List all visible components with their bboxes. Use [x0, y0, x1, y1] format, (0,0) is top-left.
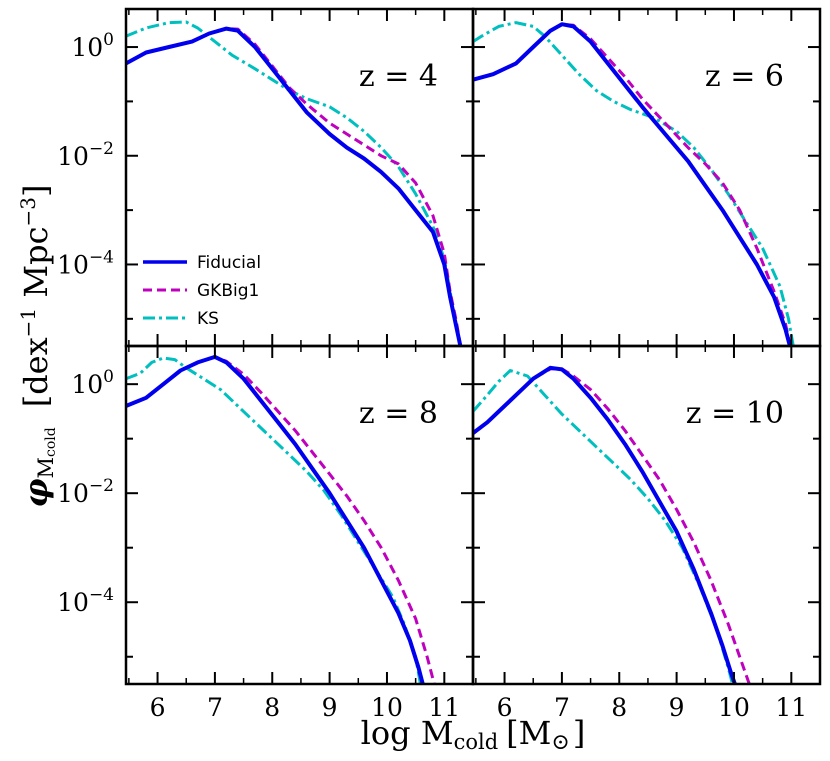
y-axis-label-exp2: −3 — [16, 197, 40, 226]
legend: Fiducial GKBig1 KS — [143, 253, 261, 329]
y-tick-label: 10−2 — [57, 476, 114, 508]
y-axis-label-exp1: −1 — [16, 308, 40, 337]
series-line-ks — [473, 21, 795, 346]
y-axis-label-sub: M — [34, 457, 58, 479]
y-axis-label-phi: φ — [17, 478, 55, 507]
y-tick-exponent: 0 — [103, 367, 114, 387]
series-group — [126, 20, 463, 346]
y-tick-exponent: −4 — [89, 247, 114, 267]
x-tick-label: 11 — [428, 693, 460, 722]
x-tick-label: 6 — [150, 693, 166, 722]
x-tick-label: 9 — [322, 693, 338, 722]
x-axis-label: log Mcold [M⊙] — [361, 714, 586, 755]
y-tick-exponent: −4 — [89, 585, 114, 605]
y-tick-base: 10 — [57, 479, 89, 508]
y-tick-base: 10 — [57, 250, 89, 279]
y-tick-exponent: −2 — [89, 139, 114, 159]
y-tick-base: 10 — [71, 33, 103, 62]
x-tick-label: 8 — [264, 693, 280, 722]
panel-label-z4: z = 4 — [359, 59, 438, 94]
panel-label-z8: z = 8 — [359, 396, 438, 431]
x-axis-label-sub: cold — [454, 730, 499, 754]
y-axis-label: φMcold [dex−1 Mpc−3] — [16, 185, 59, 508]
y-tick-label: 10−4 — [57, 585, 114, 617]
y-tick-label: 10−4 — [57, 247, 114, 279]
y-tick-exponent: −2 — [89, 476, 114, 496]
panel-label-z10: z = 10 — [686, 396, 784, 431]
ticks — [126, 346, 474, 684]
panel-frame — [471, 344, 822, 686]
x-axis-label-main: log M — [361, 714, 454, 752]
x-axis-label-unit-sub: ⊙ — [551, 730, 569, 755]
y-tick-exponent: 0 — [103, 30, 114, 50]
x-axis-label-unit-close: ] — [573, 714, 585, 752]
x-axis-label-unit: [M — [506, 714, 551, 752]
x-tick-label: 10 — [718, 693, 750, 722]
x-tick-label: 6 — [497, 693, 513, 722]
x-tick-label: 7 — [207, 693, 223, 722]
series-group — [473, 365, 751, 684]
y-axis-label-subsub: cold — [43, 427, 59, 457]
y-tick-label: 100 — [71, 367, 114, 399]
series-line-fiducial — [473, 22, 792, 346]
panel-z10 — [471, 344, 822, 686]
x-tick-label: 11 — [775, 693, 807, 722]
series-line-gkbig1 — [126, 27, 463, 346]
legend-label-ks: KS — [197, 309, 219, 329]
series-line-fiducial — [126, 26, 463, 346]
y-tick-label: 10−2 — [57, 139, 114, 171]
x-tick-labels: 6 7 8 9 10 11 6 7 8 9 10 11 — [150, 693, 808, 722]
y-tick-base: 10 — [57, 588, 89, 617]
x-tick-label: 10 — [371, 693, 403, 722]
legend-label-fiducial: Fiducial — [197, 253, 261, 273]
series-line-gkbig1 — [473, 367, 751, 684]
panel-label-z6: z = 6 — [705, 59, 784, 94]
series-group — [473, 21, 795, 346]
ticks — [126, 9, 474, 346]
x-tick-label: 8 — [611, 693, 627, 722]
y-axis-label-bracket: [dex — [17, 337, 55, 407]
y-tick-base: 10 — [57, 142, 89, 171]
x-tick-label: 7 — [554, 693, 570, 722]
series-line-fiducial — [126, 354, 425, 684]
series-line-fiducial — [473, 365, 738, 684]
y-tick-base: 10 — [71, 370, 103, 399]
series-group — [126, 354, 436, 684]
series-line-gkbig1 — [126, 355, 436, 684]
y-axis-label-close: ] — [17, 185, 55, 197]
legend-label-gkbig1: GKBig1 — [197, 281, 259, 301]
y-tick-label: 100 — [71, 30, 114, 62]
x-tick-label: 9 — [669, 693, 685, 722]
y-axis-label-mid: Mpc — [17, 227, 55, 308]
